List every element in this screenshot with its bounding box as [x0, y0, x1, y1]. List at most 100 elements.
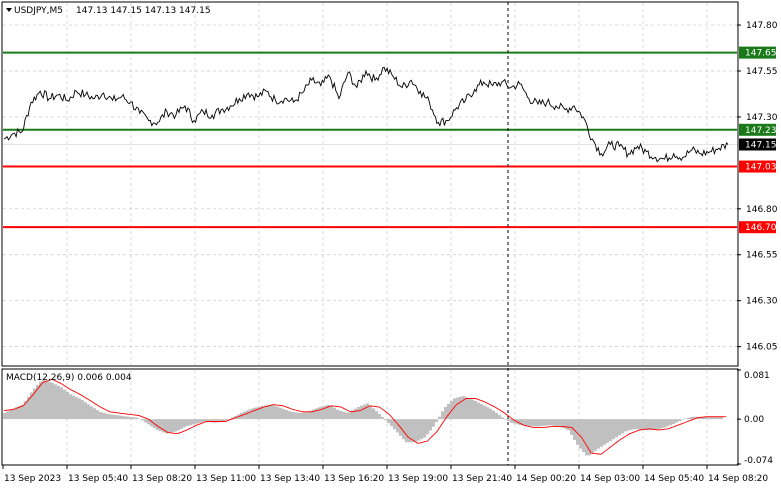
macd-bar [78, 398, 81, 420]
macd-bar [513, 419, 516, 424]
macd-bar [147, 419, 150, 425]
macd-bar [468, 398, 471, 420]
x-tick-label: 13 Sep 08:20 [132, 474, 192, 484]
level-label: 147.65 [745, 49, 777, 59]
macd-bar [480, 404, 483, 420]
macd-bar [591, 419, 594, 454]
macd-bar [540, 419, 543, 427]
macd-bar [309, 410, 312, 420]
macd-bar [438, 416, 441, 420]
macd-bar [39, 381, 42, 420]
macd-bar [243, 411, 246, 420]
level-label-box [739, 123, 776, 136]
macd-bar [135, 417, 138, 420]
macd-bar [615, 419, 618, 438]
macd-bar [708, 416, 711, 420]
macd-bar [645, 419, 648, 431]
macd-bar [501, 417, 504, 420]
macd-bar [714, 416, 717, 420]
macd-bar [57, 385, 60, 420]
macd-bar [612, 419, 615, 440]
macd-bar [66, 391, 69, 420]
macd-bar [432, 419, 435, 427]
x-tick-label: 13 Sep 2023 [4, 474, 61, 484]
macd-label: MACD(12,26,9) 0.006 0.004 [6, 373, 132, 383]
macd-bar [330, 405, 333, 420]
macd-bar [318, 407, 321, 420]
macd-bar [372, 408, 375, 420]
macd-bar [483, 405, 486, 420]
macd-bar [417, 419, 420, 441]
macd-bar [261, 405, 264, 420]
x-tick-label: 14 Sep 03:00 [580, 474, 640, 484]
macd-bar [123, 416, 126, 420]
y-tick-label: 146.30 [746, 297, 778, 307]
macd-bar [180, 419, 183, 429]
macd-bar [528, 419, 531, 427]
price-line [3, 66, 729, 163]
macd-bar [675, 419, 678, 423]
macd-bar [627, 419, 630, 431]
macd-bar [132, 417, 135, 420]
macd-bar [564, 419, 567, 429]
macd-bar [6, 411, 9, 420]
macd-bar [690, 417, 693, 420]
macd-bar [144, 419, 147, 423]
macd-bar [54, 384, 57, 420]
macd-bar [621, 419, 624, 434]
macd-bar [642, 419, 645, 430]
macd-bar [648, 419, 651, 431]
macd-bar [111, 414, 114, 420]
macd-bar [681, 419, 684, 420]
macd-bar [141, 419, 144, 421]
macd-bar [126, 416, 129, 420]
macd-bar [24, 401, 27, 420]
macd-bar [462, 396, 465, 420]
macd-bar [384, 419, 387, 421]
dropdown-triangle-icon[interactable] [6, 8, 12, 12]
macd-bar [108, 414, 111, 420]
macd-bar [369, 405, 372, 420]
macd-bar [75, 397, 78, 420]
macd-bar [570, 419, 573, 435]
macd-bar [348, 412, 351, 420]
macd-bar [48, 381, 51, 420]
macd-bar [684, 418, 687, 420]
macd-bar [624, 419, 627, 432]
macd-bar [162, 419, 165, 433]
macd-signal-line [3, 378, 726, 455]
macd-bar [270, 404, 273, 420]
macd-bar [396, 419, 399, 433]
macd-bar [102, 412, 105, 420]
y-tick-label: 147.30 [746, 113, 778, 123]
macd-bar [420, 419, 423, 440]
macd-bar [276, 406, 279, 420]
current-price-label: 147.15 [745, 140, 777, 150]
macd-bar [630, 419, 633, 430]
macd-bar [534, 419, 537, 427]
macd-bar [312, 409, 315, 420]
y-tick-label: 147.80 [746, 21, 778, 31]
macd-bar [537, 419, 540, 427]
x-tick-label: 13 Sep 11:00 [196, 474, 256, 484]
macd-bar [51, 382, 54, 420]
macd-bar [150, 419, 153, 427]
macd-bar [657, 419, 660, 430]
macd-panel-frame [1, 368, 739, 466]
macd-bar [507, 419, 510, 422]
grid [3, 3, 737, 464]
macd-bar [519, 419, 522, 426]
macd-bar [321, 406, 324, 420]
macd-bar [60, 387, 63, 420]
macd-bar [96, 410, 99, 420]
price-axis: 147.80 147.55 147.30 146.80 146.55 146.30 146.… [737, 21, 778, 353]
macd-bar [189, 419, 192, 426]
macd-bar [297, 412, 300, 420]
level-label-box [739, 221, 776, 234]
macd-bar [660, 419, 663, 429]
x-tick-label: 13 Sep 13:40 [260, 474, 320, 484]
macd-bar [705, 416, 708, 420]
x-tick-label: 13 Sep 21:40 [452, 474, 512, 484]
